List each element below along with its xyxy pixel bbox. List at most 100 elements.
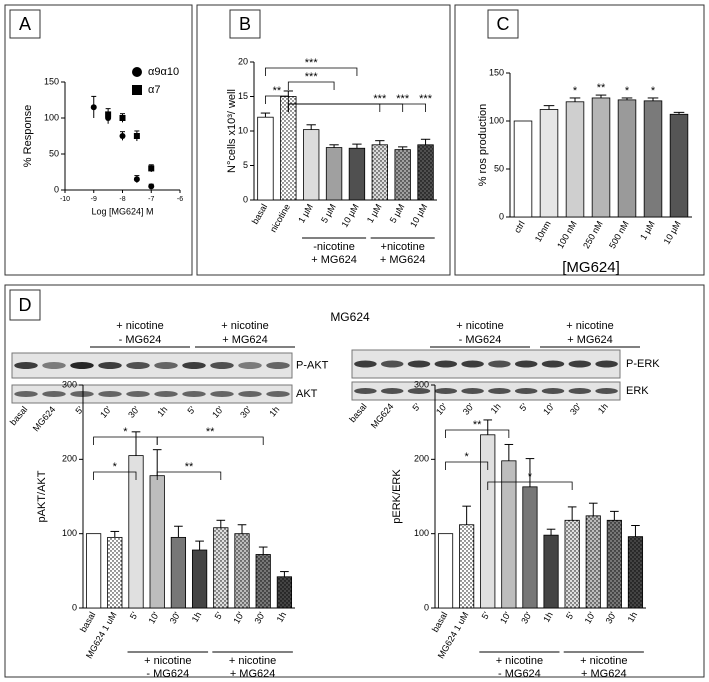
- figure-subtitle: MG624: [330, 310, 370, 324]
- bar: [643, 100, 663, 218]
- bar-pattern: [280, 96, 297, 200]
- significance-label: **: [597, 82, 606, 94]
- blot-band: [70, 391, 94, 397]
- blot-row-label: P-AKT: [296, 359, 329, 371]
- legend-label: α7: [148, 84, 160, 96]
- group-label: + MG624: [230, 668, 276, 680]
- blot-row-label: ERK: [626, 385, 649, 397]
- y-tick-label: 0: [424, 602, 429, 612]
- x-tick-label: 10nm: [533, 219, 553, 243]
- significance-bracket: [265, 95, 289, 104]
- significance-bracket: [287, 103, 426, 112]
- y-tick-label: 150: [489, 67, 504, 77]
- x-tick-label: basal: [430, 610, 449, 634]
- bar: [669, 113, 689, 218]
- significance-label: **: [473, 419, 482, 431]
- x-tick-label: 5': [480, 610, 492, 621]
- panel-label: C: [497, 14, 510, 34]
- blot-band: [541, 360, 565, 368]
- blot-lane-label: 5': [185, 404, 197, 416]
- bar-pattern: [372, 144, 388, 200]
- x-tick-label: -7: [148, 196, 154, 203]
- bar: [522, 486, 538, 609]
- data-point: [105, 111, 112, 118]
- significance-label: ***: [305, 57, 319, 69]
- blot-band: [380, 388, 404, 394]
- bar: [591, 97, 611, 218]
- significance-label: **: [273, 85, 282, 97]
- bar: [513, 120, 533, 218]
- y-tick-label: 0: [243, 194, 248, 204]
- x-tick-label: basal: [250, 202, 269, 226]
- y-tick-label: 15: [238, 91, 248, 101]
- data-point: [119, 115, 126, 121]
- significance-label: *: [465, 451, 470, 463]
- y-tick-label: 150: [44, 76, 59, 86]
- bar: [565, 101, 585, 218]
- bar: [85, 533, 102, 609]
- y-axis-label: pERK/ERK: [391, 469, 403, 524]
- data-point: [90, 104, 97, 111]
- x-tick-label: ctrl: [512, 219, 527, 234]
- y-tick-label: 0: [499, 211, 504, 221]
- x-axis-label: Log [MG624] M: [91, 206, 153, 216]
- blot-row-label: P-ERK: [626, 358, 660, 370]
- y-tick-label: 20: [238, 56, 248, 66]
- blot-band: [407, 360, 431, 368]
- x-tick-label: -9: [91, 196, 97, 203]
- blot-band: [354, 388, 377, 394]
- blot-band: [514, 388, 538, 394]
- group-label: + MG624: [581, 668, 627, 680]
- blot-group-label: + nicotine: [116, 320, 163, 332]
- blot-band: [14, 391, 38, 397]
- bar-pattern: [255, 554, 271, 608]
- blot-group-label: + nicotine: [456, 320, 503, 332]
- bar: [303, 129, 320, 201]
- blot-lane-label: 30': [568, 401, 583, 417]
- y-tick-label: 100: [414, 528, 429, 538]
- blot-group-label: - MG624: [119, 334, 162, 346]
- x-tick-label: nicotine: [268, 202, 292, 234]
- bar-pattern: [107, 537, 123, 608]
- group-label: + nicotine: [580, 655, 627, 667]
- blot-band: [266, 391, 290, 397]
- blot-lane-label: 10': [210, 404, 225, 420]
- data-point: [148, 183, 155, 190]
- blot-lane-label: basal: [347, 401, 368, 424]
- panel-label: B: [239, 14, 251, 34]
- x-axis-label: [MG624]: [562, 259, 620, 276]
- blot-lane-label: 10': [541, 401, 556, 417]
- x-tick-label: 10': [231, 610, 246, 625]
- panel-frame: [4, 284, 705, 678]
- significance-label: **: [206, 426, 215, 438]
- significance-label: *: [651, 85, 656, 97]
- significance-label: *: [625, 85, 630, 97]
- blot-band: [266, 362, 290, 369]
- bar: [437, 533, 454, 609]
- x-tick-label: 1h: [275, 610, 289, 624]
- x-tick-label: 10': [498, 610, 513, 625]
- bar: [257, 116, 274, 201]
- blot-band: [14, 362, 38, 369]
- bar-pattern: [277, 576, 292, 608]
- blot-band: [434, 388, 458, 394]
- x-tick-label: 30': [168, 610, 183, 625]
- group-label: -nicotine: [313, 241, 355, 253]
- significance-label: **: [185, 461, 194, 473]
- y-tick-label: 50: [49, 148, 59, 158]
- blot-band: [126, 362, 150, 369]
- blot-band: [434, 360, 458, 368]
- bar: [170, 536, 187, 609]
- bar-pattern: [564, 520, 580, 608]
- bar-pattern: [394, 149, 411, 200]
- bar: [501, 460, 517, 609]
- x-tick-label: 10': [583, 610, 598, 625]
- blot-lane-label: 1h: [155, 404, 169, 418]
- x-tick-label: basal: [78, 610, 97, 634]
- blot-band: [126, 391, 150, 397]
- blot-band: [182, 362, 206, 369]
- x-tick-label: 5 µM: [319, 202, 338, 224]
- panel-label-box: [9, 9, 41, 39]
- panel-frame: [196, 4, 451, 276]
- bar: [480, 434, 496, 609]
